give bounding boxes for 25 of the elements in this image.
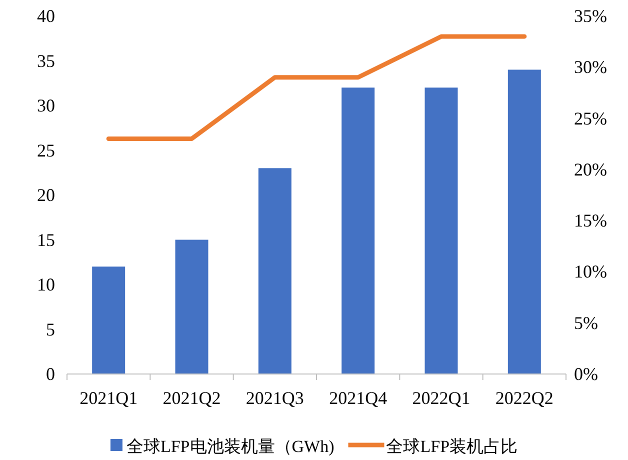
xtick: 2021Q4 [329,388,388,408]
ytick: 35 [37,50,55,71]
y2tick: 0% [574,364,598,384]
ytick: 20 [37,185,55,205]
y2tick: 30% [574,57,607,78]
y2tick: 5% [574,312,598,333]
xtick: 2021Q2 [162,388,221,408]
ytick: 10 [37,274,55,294]
legend-label: 全球LFP装机占比 [386,437,518,456]
ytick: 40 [37,6,55,26]
ytick: 30 [37,96,55,116]
ytick: 5 [46,319,55,340]
xtick: 2021Q3 [246,388,304,408]
ytick: 15 [37,230,55,250]
y2tick: 15% [574,210,607,231]
ytick: 0 [46,364,55,384]
y2tick: 35% [574,6,607,26]
xtick: 2022Q1 [412,388,470,408]
xtick: 2022Q2 [495,388,554,408]
ytick: 25 [37,140,55,160]
y2tick: 25% [574,108,607,128]
y2tick: 20% [574,159,607,180]
legend-label: 全球LFP电池装机量（GWh) [126,437,334,456]
xtick: 2021Q1 [80,388,138,408]
y2tick: 10% [574,262,607,282]
